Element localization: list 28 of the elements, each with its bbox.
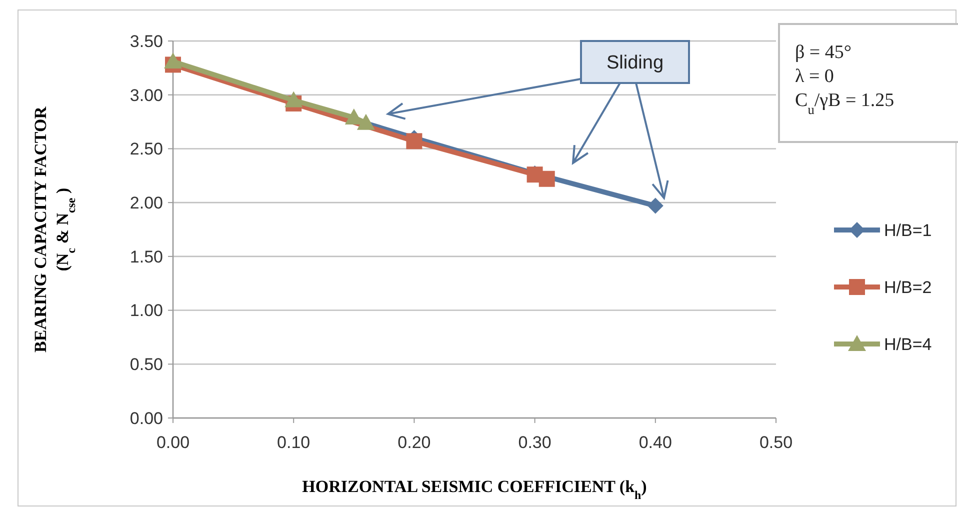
y-tick-label: 0.00 (130, 408, 163, 428)
point (164, 52, 182, 68)
x-tick-label: 0.10 (277, 433, 310, 452)
y-tick-label: 1.00 (130, 301, 163, 320)
point (344, 108, 363, 124)
point (538, 170, 555, 187)
y-tick-label: 2.00 (130, 194, 163, 213)
text: C$_{u}$/γB = 1.25 (795, 90, 894, 116)
x-tick-label: 0.50 (759, 433, 793, 452)
text: β = 45° (795, 42, 852, 63)
point (406, 133, 422, 150)
x-tick-label: 0.00 (156, 433, 190, 452)
y-tick-label: 1.50 (130, 247, 163, 266)
y-tick-label: 2.50 (130, 140, 163, 159)
y-tick-label: 3.50 (130, 32, 163, 51)
y-tick-label: 0.50 (130, 355, 163, 374)
x-tick-label: 0.40 (638, 433, 672, 452)
point (356, 114, 375, 130)
text: λ = 0 (795, 66, 834, 87)
legend-label: H/B=1 (884, 220, 932, 240)
point (647, 198, 664, 214)
x-axis-title: HORIZONTAL SEISMIC COEFFICIENT (k$_{h}$) (302, 477, 647, 502)
annotation: Sliding (606, 52, 664, 74)
legend-label: H/B=4 (884, 334, 932, 354)
y-tick-label: 3.00 (130, 86, 163, 105)
x-tick-label: 0.20 (398, 433, 431, 452)
legend-label: H/B=2 (884, 278, 932, 297)
x-tick-label: 0.30 (518, 433, 552, 452)
